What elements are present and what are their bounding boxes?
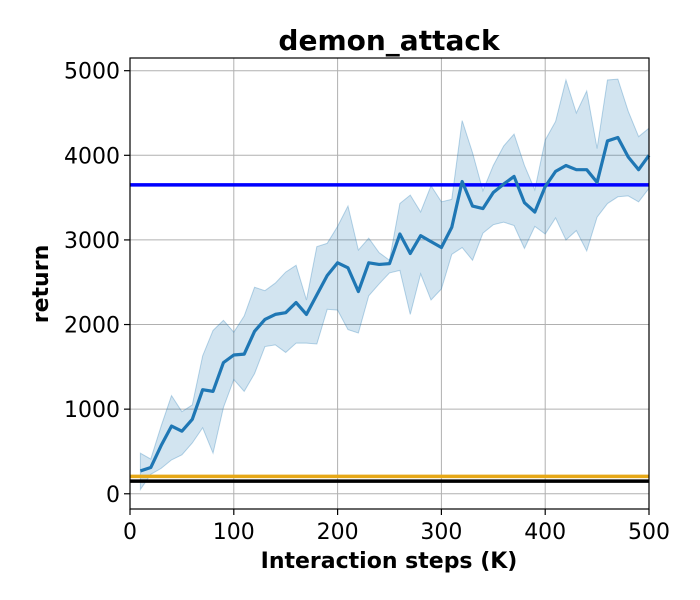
- x-tick-label: 200: [317, 520, 359, 545]
- x-tick-label: 300: [420, 520, 462, 545]
- y-axis-ticks: 0 1000 2000 3000 4000 5000: [64, 60, 130, 508]
- chart-title: demon_attack: [278, 24, 501, 57]
- reference-lines: [130, 183, 649, 483]
- confidence-bands: [139, 78, 650, 492]
- x-axis-title: Interaction steps (K): [261, 549, 518, 574]
- y-tick-label: 5000: [64, 60, 120, 85]
- x-tick-label: 0: [123, 520, 137, 545]
- y-tick-label: 3000: [64, 229, 120, 254]
- series-line: [139, 135, 651, 473]
- x-axis-ticks: 0 100 200 300 400 500: [123, 509, 670, 545]
- series-lines: [139, 135, 651, 473]
- x-tick-label: 400: [524, 520, 566, 545]
- y-tick-label: 4000: [64, 144, 120, 169]
- y-axis-title: return: [29, 245, 54, 323]
- y-tick-label: 2000: [64, 314, 120, 339]
- x-tick-label: 500: [628, 520, 670, 545]
- y-tick-label: 1000: [64, 398, 120, 423]
- plot-frame: [129, 57, 650, 510]
- x-tick-label: 100: [213, 520, 255, 545]
- y-tick-label: 0: [106, 483, 120, 508]
- confidence-band: [139, 78, 650, 492]
